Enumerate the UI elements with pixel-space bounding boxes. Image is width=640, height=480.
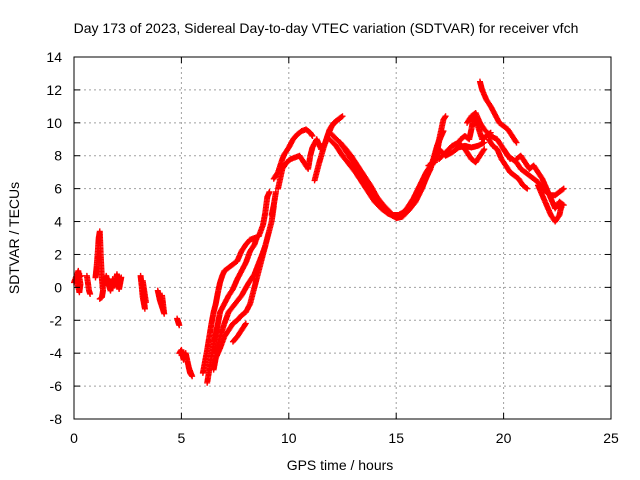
data-point-markers: [212, 243, 269, 357]
x-tick-label: 10: [281, 430, 297, 446]
x-axis-label: GPS time / hours: [287, 457, 394, 473]
data-point-markers: [154, 287, 168, 317]
data-point-markers: [485, 136, 531, 192]
data-point-markers: [311, 114, 344, 184]
data-point-markers: [71, 267, 85, 296]
y-axis-label: SDTVAR / TECUs: [6, 182, 22, 294]
x-tick-label: 25: [603, 430, 619, 446]
y-tick-label: 12: [46, 82, 62, 98]
data-point-markers: [270, 126, 316, 182]
y-tick-label: 14: [46, 49, 62, 65]
data-point-markers: [92, 228, 106, 302]
y-tick-label: -8: [50, 411, 63, 427]
chart-title: Day 173 of 2023, Sidereal Day-to-day VTE…: [74, 20, 579, 36]
y-tick-label: 4: [54, 214, 62, 230]
grid-layer: [74, 57, 611, 419]
data-point-markers: [174, 315, 183, 329]
y-tick-label: 8: [54, 148, 62, 164]
data-point-markers: [101, 271, 125, 294]
series-layer: [71, 78, 567, 386]
data-point-markers: [199, 188, 273, 376]
series-sdtvar: [71, 78, 567, 386]
x-tick-label: 0: [70, 430, 78, 446]
data-point-markers: [229, 320, 249, 345]
data-point-markers: [137, 272, 149, 312]
x-tick-label: 15: [388, 430, 404, 446]
y-tick-label: 6: [54, 181, 62, 197]
data-point-markers: [268, 188, 279, 218]
data-point-markers: [476, 78, 520, 146]
y-tick-label: 0: [54, 279, 62, 295]
y-tick-label: -2: [50, 312, 63, 328]
x-tick-label: 5: [178, 430, 186, 446]
data-point-markers: [176, 346, 196, 380]
data-point-markers: [534, 182, 565, 225]
tick-layer: 0 5 10 15 20 25 -8 -6 -4 -2 0 2 4 6 8 10 12 14: [46, 49, 619, 446]
plot-frame: [73, 56, 612, 420]
y-tick-label: 2: [54, 246, 62, 262]
y-tick-label: -4: [50, 345, 63, 361]
y-tick-label: -6: [50, 378, 63, 394]
data-point-markers: [204, 235, 260, 386]
y-tick-label: 10: [46, 115, 62, 131]
data-point-markers: [453, 113, 494, 149]
x-tick-label: 20: [496, 430, 512, 446]
data-point-markers: [83, 272, 94, 297]
data-point-markers: [513, 152, 567, 212]
